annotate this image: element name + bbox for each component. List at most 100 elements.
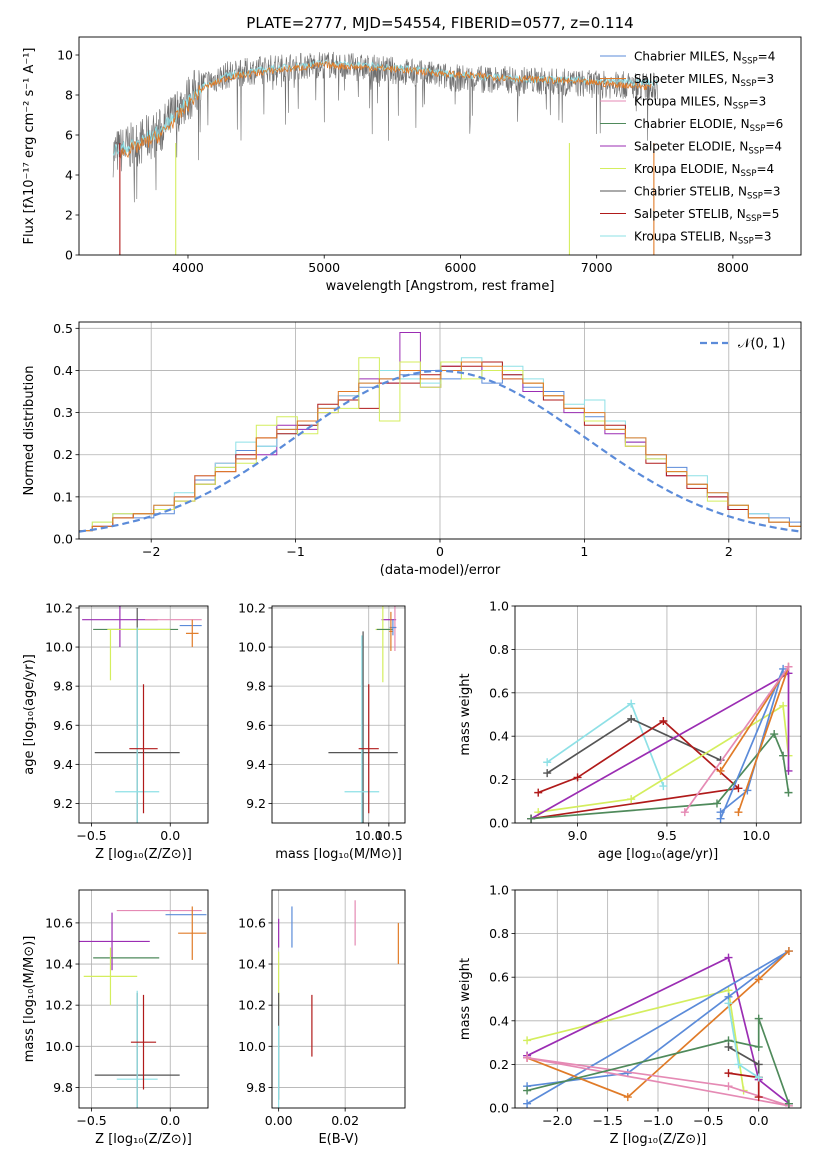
y-tick-label: 0.3 [53, 405, 73, 420]
legend-label-sub: SSP [746, 214, 762, 224]
x-tick-label: 0.0 [749, 1113, 769, 1128]
legend-label-tail: =3 [756, 72, 774, 86]
x-axis-label: Z [log₁₀(Z/Z⊙)] [95, 1132, 192, 1147]
y-tick-label: 0.2 [489, 772, 509, 787]
legend: 𝒩(0, 1) [700, 337, 785, 352]
legend-label-tail: =3 [749, 95, 767, 109]
y-tick-label: 10.0 [45, 1039, 73, 1054]
legend-label-tail: =4 [764, 140, 782, 154]
mass-weight-marker [724, 1042, 733, 1051]
mass-weight-marker [784, 947, 793, 956]
y-tick-label: 9.8 [246, 679, 266, 694]
mass-weight-marker [543, 758, 552, 767]
x-tick-label: 9.5 [657, 828, 677, 843]
legend-label-tail: =3 [763, 185, 781, 199]
x-tick-label: 0.0 [160, 1113, 180, 1128]
mass-weight-marker [680, 808, 689, 817]
legend-label: Salpeter STELIB, NSSP=5 [634, 207, 779, 224]
y-tick-label: 9.8 [53, 1080, 73, 1095]
mass-weight-marker [784, 1099, 793, 1108]
x-tick-label: 1 [580, 544, 588, 559]
y-tick-label: 10.0 [238, 640, 266, 655]
mass-weight-marker [754, 1093, 763, 1102]
y-tick-label: 10.4 [238, 957, 266, 972]
mass-weight-marker [523, 1086, 532, 1095]
axes-frame [271, 605, 406, 824]
y-axis-label: age [log₁₀(age/yr)] [22, 654, 37, 775]
errorbar-series [278, 900, 399, 1108]
errorbar-point [185, 619, 199, 648]
errorbar-point [358, 684, 379, 814]
mass-weight-marker [724, 953, 733, 962]
legend-label-tail: =4 [758, 50, 776, 64]
x-tick-label: 0 [436, 544, 444, 559]
errorbar-point [116, 990, 158, 1108]
y-tick-label: 9.6 [53, 718, 73, 733]
x-tick-label: 7000 [581, 260, 613, 275]
y-axis-label: mass [log₁₀(M/M⊙)] [22, 936, 37, 1063]
y-tick-label: 8 [65, 88, 73, 103]
legend-label-tail: =3 [754, 230, 772, 244]
panel-7: 0.00 0.02 9.8 10.0 10.2 10.4 10.6 E(B-V) [238, 889, 406, 1147]
legend-label: Chabrier STELIB, NSSP=3 [634, 185, 781, 202]
y-tick-label: 9.8 [246, 1080, 266, 1095]
legend-label: 𝒩(0, 1) [738, 337, 785, 352]
legend-label-main: Salpeter MILES, N [634, 72, 741, 86]
mass-weight-marker [623, 1093, 632, 1102]
normal-curve [79, 369, 801, 533]
panel-8: −2.0 −1.5 −1.0 −0.5 0.0 0.0 0.2 0.4 0.6 0.8 1.0 Z [… [458, 883, 802, 1147]
errorbar-point [389, 611, 393, 651]
y-tick-label: 0.6 [489, 970, 509, 985]
mass-weight-marker [523, 1099, 532, 1108]
y-tick-label: 0.2 [489, 1057, 509, 1072]
mass-weight-marker [543, 769, 552, 778]
errorbar-point [83, 947, 138, 1006]
x-tick-label: 8000 [717, 260, 749, 275]
x-tick-label: −1.5 [592, 1113, 622, 1128]
y-tick-label: 0.8 [489, 642, 509, 657]
mass-weight-marker [523, 1053, 532, 1062]
axes-frame [78, 605, 209, 824]
y-tick-label: 0.6 [489, 685, 509, 700]
axes-frame [271, 889, 406, 1109]
panel-2: −2 −1 0 1 2 0.0 0.1 0.2 0.3 0.4 0.5 (data-model)/er… [22, 321, 802, 578]
y-tick-label: 10.4 [45, 957, 73, 972]
mass-weight-marker [779, 751, 788, 760]
x-axis-label: wavelength [Angstrom, rest frame] [326, 279, 555, 294]
mass-weight-line [684, 666, 790, 813]
mass-weight-marker [716, 766, 725, 775]
y-tick-label: 9.6 [246, 718, 266, 733]
y-tick-label: 10 [57, 48, 73, 63]
mass-weight-marker [527, 814, 536, 823]
y-tick-label: 10.6 [45, 915, 73, 930]
y-tick-label: 0.4 [489, 729, 509, 744]
y-tick-label: 0.2 [53, 447, 73, 462]
mass-weight-marker [724, 1082, 733, 1091]
legend-label-tail: =4 [756, 162, 774, 176]
mass-weight-line [526, 956, 790, 1105]
mass-weight-marker [779, 701, 788, 710]
x-tick-label: −1.0 [643, 1113, 673, 1128]
histogram-line [79, 361, 801, 532]
legend-label-main: Salpeter STELIB, N [634, 207, 746, 221]
x-axis-label: Z [log₁₀(Z/Z⊙)] [95, 847, 192, 862]
errorbar-series [79, 906, 207, 1108]
legend-label: Chabrier MILES, NSSP=4 [634, 50, 775, 67]
model-spectrum-line [119, 60, 652, 160]
legend-label-tail: =6 [766, 117, 784, 131]
errorbar-series [82, 606, 202, 823]
x-tick-label: 2 [725, 544, 733, 559]
y-tick-label: 4 [65, 168, 73, 183]
legend-label: Kroupa STELIB, NSSP=3 [634, 230, 772, 247]
observed-spectrum-line [112, 51, 659, 203]
y-tick-label: 0.0 [489, 816, 509, 831]
legend-label-sub: SSP [741, 169, 757, 179]
legend-label-sub: SSP [742, 57, 758, 67]
panel-3: −0.5 0.0 9.2 9.4 9.6 9.8 10.0 10.2 Z [log₁₀(Z/Z⊙… [22, 600, 209, 862]
x-axis-label: age [log₁₀(age/yr)] [598, 847, 719, 862]
mass-weight-series [527, 662, 793, 823]
x-tick-label: −0.5 [693, 1113, 723, 1128]
mass-weight-marker [659, 717, 668, 726]
